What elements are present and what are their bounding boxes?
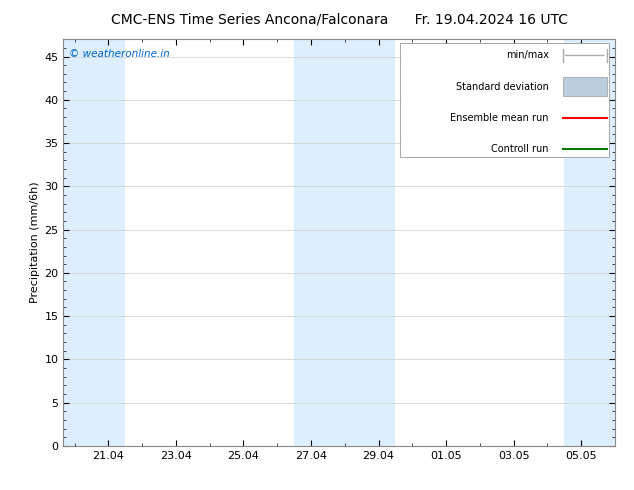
- Bar: [294, 39, 396, 446]
- Text: min/max: min/max: [506, 50, 549, 60]
- Text: Ensemble mean run: Ensemble mean run: [450, 113, 549, 123]
- FancyBboxPatch shape: [400, 43, 609, 157]
- Text: © weatheronline.in: © weatheronline.in: [69, 49, 170, 59]
- FancyBboxPatch shape: [562, 77, 607, 96]
- Bar: [41, 39, 125, 446]
- Text: CMC-ENS Time Series Ancona/Falconara      Fr. 19.04.2024 16 UTC: CMC-ENS Time Series Ancona/Falconara Fr.…: [111, 12, 567, 26]
- Text: Standard deviation: Standard deviation: [456, 82, 549, 92]
- Y-axis label: Precipitation (mm/6h): Precipitation (mm/6h): [30, 182, 40, 303]
- Bar: [564, 39, 615, 446]
- Text: Controll run: Controll run: [491, 144, 549, 154]
